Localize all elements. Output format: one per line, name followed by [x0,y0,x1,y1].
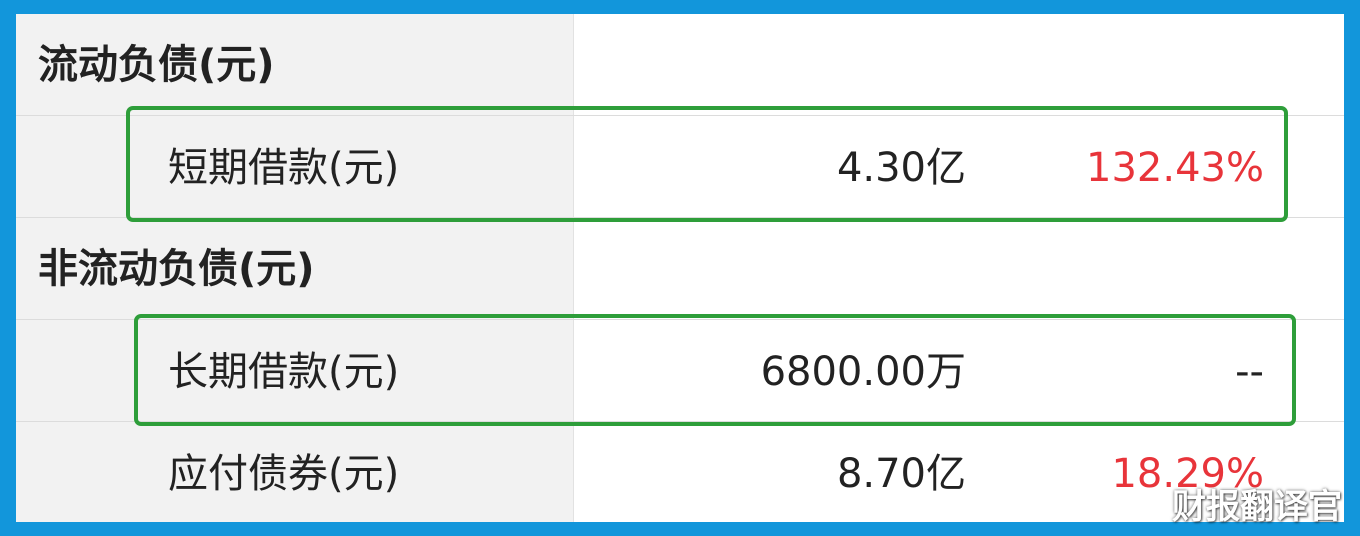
item-label-bonds-payable: 应付债券(元) [168,451,400,497]
section-label-current-liabilities: 流动负债(元) [38,42,275,88]
section-label-non-current-liabilities: 非流动负债(元) [38,246,315,292]
table-row-long-term-loans: 长期借款(元) 6800.00万 -- [16,320,1344,422]
change-short-term-loans: 132.43% [1086,145,1264,191]
item-label-long-term-loans: 长期借款(元) [168,349,400,395]
value-short-term-loans: 4.30亿 [836,145,966,191]
label-cell [16,422,574,522]
label-cell [16,116,574,217]
watermark-text: 财报翻译官 [1172,487,1342,527]
table-row-bonds-payable: 应付债券(元) 8.70亿 18.29% [16,422,1344,522]
label-cell [16,320,574,421]
change-long-term-loans: -- [1235,349,1264,395]
label-cell [16,218,574,319]
item-label-short-term-loans: 短期借款(元) [168,145,400,191]
table-row-non-current-liabilities: 非流动负债(元) [16,218,1344,320]
table-row-short-term-loans: 短期借款(元) 4.30亿 132.43% [16,116,1344,218]
balance-sheet-table: 流动负债(元) 短期借款(元) 4.30亿 132.43% 非流动负债(元) 长… [16,14,1344,522]
table-row-current-liabilities: 流动负债(元) [16,14,1344,116]
value-bonds-payable: 8.70亿 [836,451,966,497]
label-cell [16,14,574,115]
change-bonds-payable: 18.29% [1111,451,1264,497]
value-long-term-loans: 6800.00万 [760,349,966,395]
